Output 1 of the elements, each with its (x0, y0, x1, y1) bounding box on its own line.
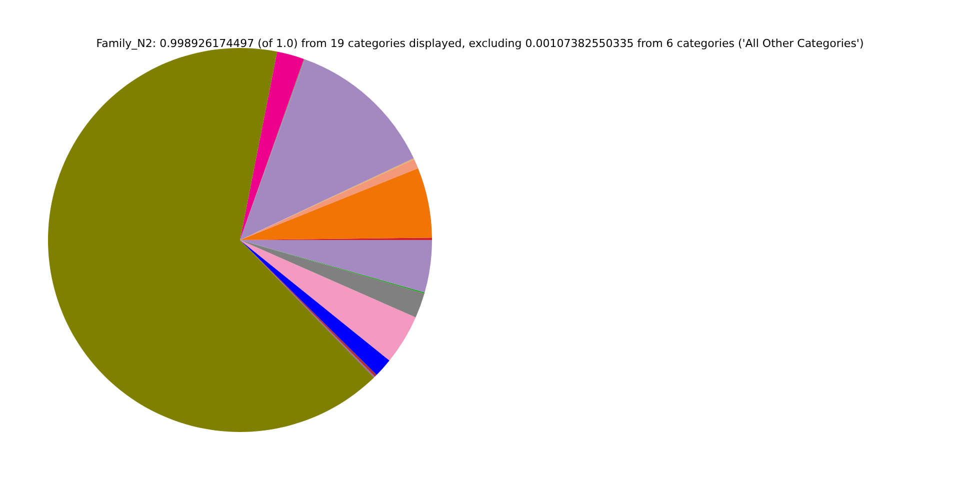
text: Family_N2: 0.998926174497 (of 1.0) from 19 categories displayed, excluding 0.00107382550335 from 6 categories ('All Other Categories') (96, 37, 864, 50)
